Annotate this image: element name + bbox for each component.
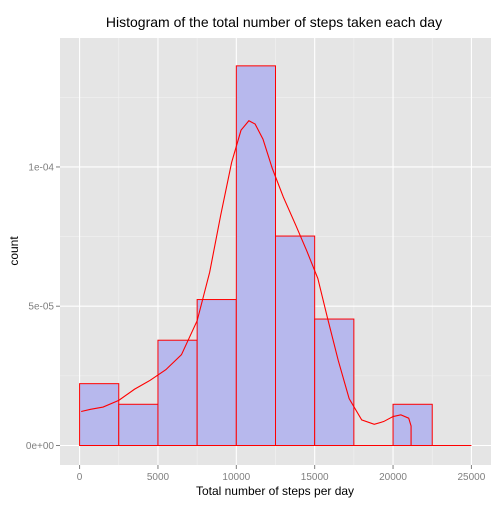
x-tick-label: 10000 [222,472,250,483]
histogram-bar [235,65,276,447]
x-axis-label: Total number of steps per day [196,484,354,498]
histogram-bar [157,339,198,447]
histogram-bars [79,65,433,447]
y-axis-ticks: 0e+00 5e-05 1e-04 [26,162,60,452]
x-tick-label: 20000 [379,472,407,483]
y-tick-label: 0e+00 [26,441,55,452]
x-tick-label: 5000 [147,472,170,483]
density-curve [81,120,412,446]
histogram-bar [392,403,433,447]
histogram-bar [275,235,316,447]
y-tick-label: 1e-04 [28,162,54,173]
y-tick-label: 5e-05 [28,302,54,313]
histogram-bar [196,299,237,447]
y-axis-label: count [7,236,21,266]
histogram-bar [314,318,355,447]
histogram-bar [118,403,159,447]
chart-title: Histogram of the total number of steps t… [106,14,442,30]
x-axis-ticks: 0 5000 10000 15000 20000 25000 [77,465,486,483]
x-tick-label: 0 [77,472,83,483]
histogram-bar [79,383,120,447]
x-tick-label: 25000 [458,472,486,483]
x-tick-label: 15000 [301,472,329,483]
